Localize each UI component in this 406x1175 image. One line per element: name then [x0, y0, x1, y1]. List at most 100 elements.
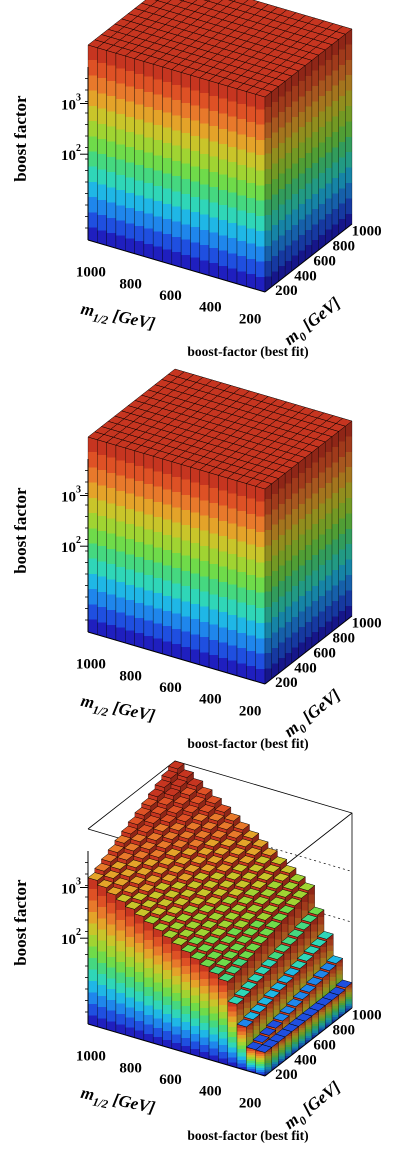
bar-side — [338, 33, 346, 235]
x-axis-line — [87, 239, 266, 293]
bar-top — [283, 967, 301, 977]
x-tick-label: 400 — [199, 1084, 222, 1100]
bar-top — [242, 830, 260, 839]
bar-top — [230, 903, 248, 913]
bar-top — [202, 880, 220, 889]
x-axis-label: m1/2 [GeV] — [79, 299, 157, 333]
bar-top — [223, 812, 241, 822]
bar-top — [218, 879, 236, 889]
bar-top — [186, 778, 204, 787]
bar-top — [255, 1044, 273, 1053]
bar-top — [219, 935, 237, 944]
bar-top — [191, 813, 209, 822]
bar-front — [115, 52, 126, 252]
bar-top — [203, 935, 221, 945]
bar-top — [180, 847, 198, 857]
bar-top — [96, 879, 114, 888]
bar-top — [307, 906, 325, 916]
x-tick-label: 1000 — [76, 657, 106, 673]
bar-top — [256, 872, 274, 881]
y-axis-line — [264, 223, 353, 293]
bar-top — [272, 872, 290, 882]
bar-top — [143, 815, 161, 824]
bar-top — [170, 881, 188, 890]
bar-top — [310, 938, 328, 947]
bar-front — [87, 436, 98, 636]
bar-top — [312, 969, 330, 979]
bar-top — [243, 1011, 261, 1020]
bar-front — [162, 935, 173, 1049]
bar-top — [194, 928, 212, 937]
bar-top — [316, 931, 334, 940]
bar-top — [248, 919, 266, 929]
bar-top — [227, 887, 245, 897]
bar-top — [212, 846, 230, 856]
bar-top — [150, 806, 168, 815]
bar-front — [218, 978, 228, 1066]
bar-top — [163, 787, 181, 797]
bar-top — [232, 821, 251, 831]
bar-top — [159, 814, 177, 823]
bar-top — [207, 912, 225, 921]
bar-top — [199, 863, 217, 873]
bar-top — [205, 950, 224, 960]
z-tick-exponent: 3 — [76, 93, 81, 104]
bar-top — [239, 911, 257, 921]
bar-front — [246, 483, 256, 682]
bar-top — [251, 935, 269, 944]
z-tick-exponent: 2 — [76, 927, 81, 938]
bar-top — [148, 849, 166, 858]
bar-top — [175, 913, 193, 922]
bar-front — [199, 77, 210, 276]
bar-side — [318, 49, 326, 251]
x-tick-label: 800 — [119, 276, 142, 292]
bar-top — [231, 958, 249, 967]
z-axis-label: boost factor — [11, 95, 30, 182]
bar-top — [177, 769, 195, 778]
bar-top — [299, 984, 317, 993]
bar-top — [228, 942, 246, 952]
bar-top — [182, 904, 200, 914]
bar-top — [216, 821, 235, 830]
bar-top — [231, 863, 249, 873]
bar-top — [210, 829, 228, 839]
bar-top — [319, 962, 337, 972]
bar-top — [195, 786, 213, 796]
bar-top — [278, 905, 296, 914]
bar-top — [255, 480, 273, 490]
y-axis-line — [264, 1007, 353, 1077]
bar-front — [218, 474, 228, 674]
bar-top — [126, 859, 144, 869]
x-tick-label: 600 — [159, 288, 182, 304]
y-tick-label: 1000 — [352, 1007, 382, 1023]
bar-top — [158, 857, 176, 866]
bar-side — [278, 80, 286, 283]
x-tick-label: 600 — [159, 680, 182, 696]
lego-bars — [87, 760, 353, 1077]
bar-side — [291, 462, 299, 664]
bar-side — [264, 483, 272, 685]
bar-front — [162, 458, 173, 657]
bar-front — [199, 963, 210, 1060]
bar-front — [171, 69, 182, 268]
bar-side — [318, 441, 326, 643]
bar-top — [236, 896, 254, 905]
bar-top — [186, 880, 204, 890]
bar-side — [311, 54, 319, 256]
y-tick-label: 200 — [275, 675, 298, 691]
bar-top — [262, 904, 280, 913]
bar-top — [203, 838, 221, 848]
z-axis-label: boost factor — [11, 879, 30, 966]
bar-top — [246, 904, 264, 913]
bar-front — [227, 85, 238, 285]
bar-front — [227, 477, 238, 677]
bar-side — [271, 478, 279, 680]
bar-side — [331, 430, 339, 633]
bar-top — [214, 904, 232, 913]
bar-top — [171, 839, 189, 849]
y-tick-label: 1000 — [352, 615, 382, 631]
bar-top — [280, 936, 298, 945]
